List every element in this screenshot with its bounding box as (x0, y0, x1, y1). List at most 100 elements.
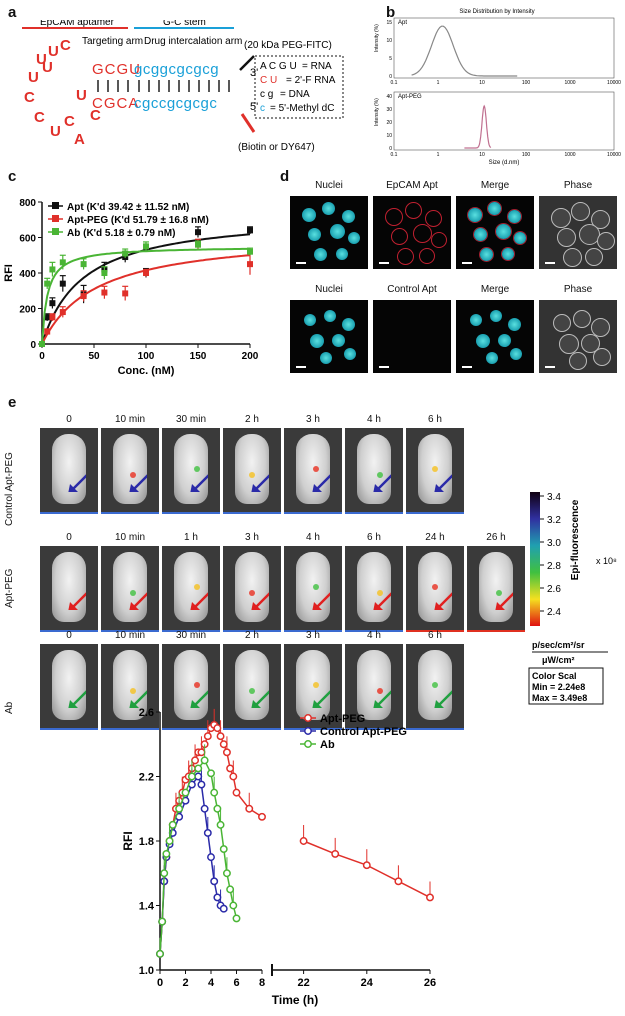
cell (324, 310, 336, 322)
c-point (101, 270, 108, 276)
arrow-shaft (132, 690, 147, 707)
fluorescence-spot (194, 682, 200, 688)
bot-seq-red: CGCA (92, 95, 139, 112)
arrow-shaft (376, 592, 391, 609)
f-xlabel: Time (h) (272, 993, 318, 1007)
peg-label: (20 kDa PEG-FITC) (244, 40, 332, 51)
dls-bottom-curve (464, 104, 492, 149)
targeting-arm-label: Targeting arm (82, 36, 143, 47)
mouse-frame: 4 h (345, 412, 403, 514)
dls-ytick: 40 (386, 94, 392, 100)
c-point (59, 280, 66, 287)
f-xtick: 26 (424, 977, 436, 989)
mouse-body (357, 650, 391, 720)
arrow-shaft (132, 592, 147, 609)
f-point (216, 732, 225, 741)
top-seq-blue: gcggcgcgcg (134, 61, 219, 78)
dls-size-distribution: Size Distribution by Intensity Apt Apt-P… (374, 9, 621, 166)
micro-title-merge-top: Merge (480, 180, 510, 191)
frame-underline (345, 728, 403, 730)
f-point (181, 788, 190, 797)
c-point (143, 243, 149, 250)
cell (573, 310, 591, 328)
mouse-frame: 2 h (223, 628, 281, 730)
micro-epcam (373, 196, 451, 269)
legend-desc-3: = 5'-Methyl dC (270, 103, 334, 114)
arrow-icon (190, 592, 208, 610)
frame-underline (162, 512, 220, 514)
f-point (158, 917, 167, 926)
mouse-image (406, 644, 464, 730)
loop-letter: U (76, 87, 87, 104)
arrow-icon (312, 592, 330, 610)
mouse-row-control: 0 10 min 30 min 2 h 3 h 4 h 6 h (40, 412, 464, 514)
f-point (213, 804, 222, 813)
arrow-head (312, 700, 322, 708)
frame-underline (40, 512, 98, 514)
c-point (59, 309, 66, 316)
f-ytick: 1.8 (139, 836, 154, 848)
arrow-icon (495, 592, 513, 610)
cell (342, 318, 355, 331)
dls-ytick: 30 (386, 107, 392, 113)
f-point (187, 772, 196, 781)
mouse-time-label: 10 min (114, 532, 145, 543)
units-top: p/sec/cm²/sr (532, 640, 585, 650)
mouse-time-label: 3 h (245, 532, 259, 543)
arrow-shaft (437, 592, 452, 609)
c-point (49, 266, 56, 273)
f-xtick: 4 (208, 977, 215, 989)
mouse-time-label: 4 h (367, 414, 381, 425)
mouse-row-aptpeg: 0 10 min 1 h 3 h 4 h 6 h 24 h 26 h (40, 530, 525, 632)
micro-title-nuclei-top: Nuclei (315, 180, 343, 191)
micro-title-control: Control Apt (387, 284, 437, 295)
mouse-frame: 6 h (406, 412, 464, 514)
panel-label-d: d (280, 168, 290, 185)
frame-underline (467, 630, 525, 632)
arrow-head (434, 484, 444, 492)
micro-control (373, 300, 451, 373)
cell (336, 248, 348, 260)
colorbar-label: Epi-fluorescence (570, 499, 581, 580)
fluorescence-spot (313, 466, 319, 472)
f-point (394, 877, 403, 886)
loop-letter: C (64, 113, 75, 130)
colorbar: 3.4 3.2 3.0 2.8 2.6 2.4 Epi-fluorescence x 10… (528, 492, 617, 705)
frame-underline (223, 630, 281, 632)
mouse-frame: 3 h (284, 412, 342, 514)
f-point (207, 769, 215, 778)
dls-ylabel-bottom: Intensity (%) (374, 98, 380, 126)
cell (486, 352, 498, 364)
arrow-icon (434, 690, 452, 708)
scale-bar (462, 366, 472, 368)
mouse-time-label: 4 h (367, 630, 381, 641)
cell (304, 314, 316, 326)
row-label-control: Control Apt-PEG (4, 452, 15, 526)
c-point (44, 314, 51, 321)
f-point (299, 837, 308, 845)
c-ylabel: RFI (3, 264, 15, 282)
f-point (229, 901, 238, 910)
frame-underline (284, 630, 342, 632)
arrow-head (312, 484, 322, 492)
mouse-image (284, 546, 342, 632)
cell (502, 248, 514, 260)
mouse-image (162, 644, 220, 730)
units-bottom: μW/cm² (542, 655, 575, 665)
cell (330, 224, 345, 239)
cell (405, 202, 422, 219)
arrow-icon (68, 474, 86, 492)
dls-ytick: 10 (386, 133, 392, 139)
biotin-label: (Biotin or DY647) (238, 142, 315, 153)
arrow-head (129, 484, 139, 492)
loop-letter: C (90, 107, 101, 124)
cell (413, 224, 432, 243)
mouse-time-label: 2 h (245, 630, 259, 641)
frame-underline (40, 728, 98, 730)
f-ylabel: RFI (121, 831, 135, 850)
c-xtick: 100 (138, 351, 155, 362)
mouse-time-label: 6 h (428, 630, 442, 641)
loop-letter: C (60, 37, 71, 54)
mouse-image (223, 428, 281, 514)
c-point (39, 341, 45, 347)
